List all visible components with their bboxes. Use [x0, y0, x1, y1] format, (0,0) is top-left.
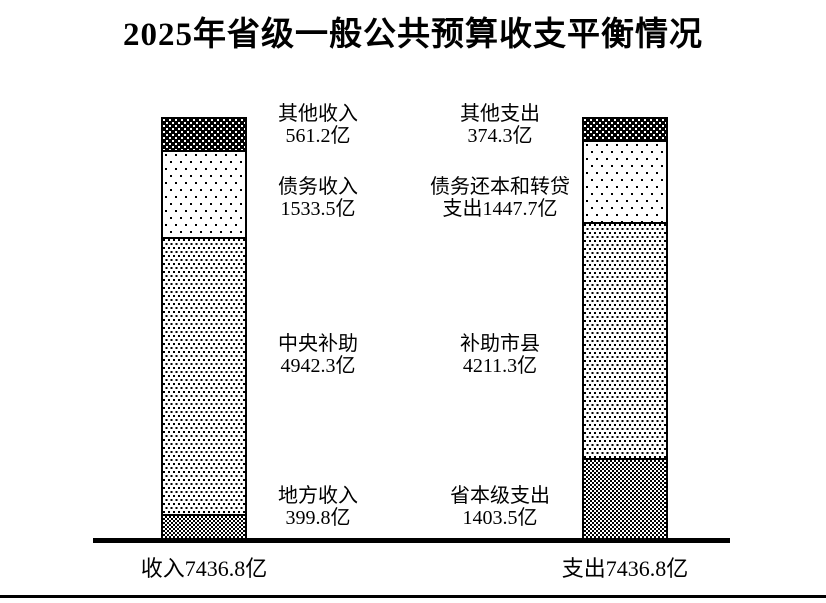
expense-bar — [582, 117, 668, 540]
bar-segment — [163, 119, 245, 151]
bar-segment — [163, 150, 245, 238]
expense-total-label: 支出7436.8亿 — [561, 556, 689, 581]
bar-segment — [584, 458, 666, 538]
segment-label-other-income: 其他收入 561.2亿 — [278, 103, 358, 147]
segment-label-central-subsidy: 中央补助 4942.3亿 — [278, 333, 358, 377]
segment-label-debt-repayment: 债务还本和转贷 支出1447.7亿 — [430, 176, 570, 220]
baseline-axis — [93, 538, 730, 543]
segment-label-city-county-subsidy: 补助市县 4211.3亿 — [460, 333, 540, 377]
income-bar — [161, 117, 247, 540]
bar-segment — [163, 237, 245, 514]
bar-segment — [163, 513, 245, 538]
segment-label-other-expense: 其他支出 374.3亿 — [460, 103, 540, 147]
segment-label-provincial-expense: 省本级支出 1403.5亿 — [450, 485, 550, 529]
bar-segment — [584, 222, 666, 459]
chart-title: 2025年省级一般公共预算收支平衡情况 — [123, 17, 703, 53]
bar-segment — [584, 119, 666, 140]
income-total-label: 收入7436.8亿 — [140, 556, 268, 581]
bar-segment — [584, 139, 666, 223]
segment-label-local-income: 地方收入 399.8亿 — [278, 485, 358, 529]
bottom-rule — [0, 595, 826, 598]
segment-label-debt-income: 债务收入 1533.5亿 — [278, 176, 358, 220]
